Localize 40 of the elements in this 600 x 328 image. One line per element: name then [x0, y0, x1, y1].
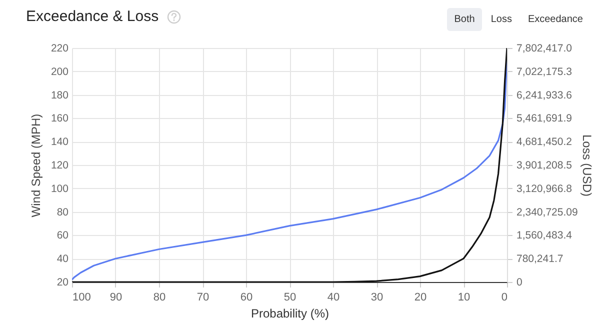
x-tick-label: 90 — [110, 292, 122, 304]
text: Loss — [484, 8, 519, 31]
x-tick-label: 30 — [370, 292, 384, 304]
y2-tick-label: 7,022,175.3 — [516, 66, 572, 78]
y2-tick-label: 0 — [516, 276, 522, 288]
y-tick-label: 180 — [50, 89, 69, 102]
y-tick-label: 200 — [50, 66, 69, 78]
y2-tick-label: 1,560,483.4 — [516, 230, 572, 242]
y-tick-label: 20 — [56, 276, 69, 288]
y-tick-label: 80 — [56, 206, 69, 218]
x-tick-label: 60 — [240, 292, 253, 304]
y2-tick-label: 2,340,725.09 — [516, 206, 578, 218]
y-tick-label: 120 — [50, 160, 69, 172]
x-tick-label: 80 — [153, 292, 166, 304]
y2-axis-title: Loss (USD) — [580, 134, 594, 197]
y-tick-label: 160 — [50, 112, 69, 125]
x-tick-label: 50 — [284, 292, 296, 304]
x-tick-label: 40 — [327, 292, 340, 304]
y-tick-label: 40 — [56, 253, 69, 266]
y2-tick-label: 3,901,208.5 — [516, 160, 572, 172]
y-tick-label: 140 — [50, 136, 69, 148]
y-tick-label: 100 — [50, 182, 69, 195]
y2-tick-label: 6,241,933.6 — [516, 89, 572, 102]
y2-tick-label: 3,120,966.8 — [516, 182, 572, 195]
x-tick-label: 20 — [414, 292, 427, 304]
text: Both — [447, 8, 482, 31]
y-axis-title: Wind Speed (MPH) — [28, 114, 43, 218]
y-tick-label: 220 — [50, 42, 69, 54]
y2-tick-label: 5,461,691.9 — [516, 112, 572, 125]
x-tick-label: 100 — [72, 292, 91, 304]
x-tick-label: 10 — [458, 292, 470, 304]
x-tick-label: 0 — [501, 292, 508, 304]
chart-title: Exceedance & Loss — [26, 8, 159, 25]
x-axis-title: Probability (%) — [250, 306, 330, 320]
text: Exceedance — [520, 8, 590, 31]
y2-tick-label: 4,681,450.2 — [516, 136, 572, 148]
y2-tick-label: 7,802,417.0 — [516, 42, 572, 54]
x-tick-label: 70 — [196, 292, 210, 304]
y2-tick-label: 780,241.7 — [516, 253, 564, 266]
y-tick-label: 60 — [56, 230, 69, 242]
